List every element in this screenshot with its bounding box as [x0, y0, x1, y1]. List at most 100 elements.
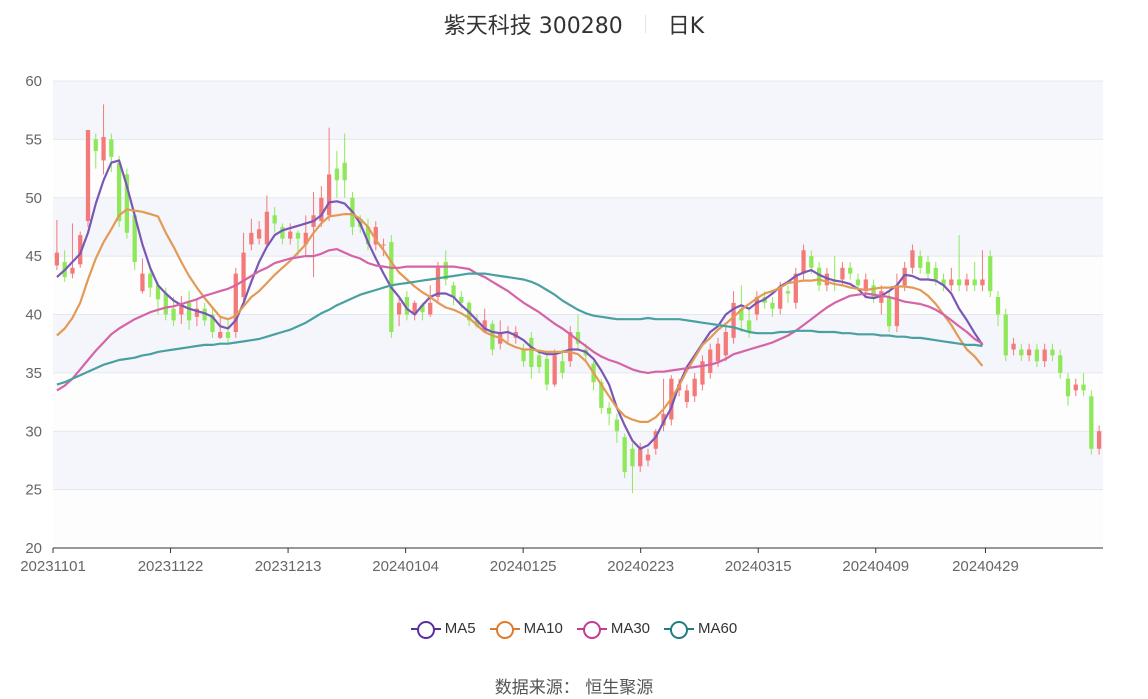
candle-body: [85, 130, 91, 222]
candle-body: [109, 139, 114, 157]
candle-body: [225, 332, 231, 338]
candle-body: [972, 279, 977, 286]
y-tick-label: 40: [25, 307, 42, 324]
x-tick-label: 20231122: [138, 558, 204, 575]
candle-body: [443, 261, 448, 280]
candle-body: [295, 232, 301, 239]
ma-line-ma10: [56, 208, 984, 423]
candle-body: [988, 256, 993, 292]
candle-body: [171, 308, 176, 321]
candle-body: [326, 174, 332, 216]
x-tick-label: 20240315: [725, 558, 792, 575]
chart-title: 紫天科技 300280 日K: [0, 8, 1148, 40]
legend-label: MA30: [610, 620, 651, 637]
candle-body: [560, 361, 565, 373]
candle-body: [210, 314, 215, 333]
candle-body: [879, 291, 884, 303]
legend-label: MA5: [444, 620, 476, 637]
candle-body: [218, 332, 223, 338]
data-source: 数据来源： 恒生聚源: [494, 678, 654, 698]
candle-body: [568, 332, 573, 362]
candle-body: [1065, 378, 1071, 397]
candle-body: [1019, 349, 1024, 356]
candle-body: [661, 413, 666, 426]
x-axis: 20231101 20231122 20231213 20240104 20240125…: [20, 547, 1103, 575]
candle-body: [179, 302, 184, 315]
candle-body: [552, 355, 557, 385]
candle-body: [1034, 349, 1040, 362]
candle-body: [93, 139, 98, 152]
candle-body: [319, 197, 324, 222]
moving-average-lines: [56, 159, 984, 450]
candle-body: [521, 349, 526, 362]
candle-body: [980, 279, 985, 286]
candle-body: [614, 419, 620, 432]
candle-body: [365, 226, 371, 245]
legend-item-ma60[interactable]: MA60: [664, 620, 738, 639]
candle-body: [124, 174, 130, 233]
legend-label: MA60: [698, 620, 738, 637]
candle-body: [459, 296, 464, 303]
y-tick-label: 20: [25, 540, 42, 557]
candle-body: [404, 296, 410, 315]
x-tick-label: 20240125: [490, 558, 557, 575]
candle-body: [1073, 384, 1078, 391]
candle-body: [202, 308, 207, 321]
candle-body: [840, 267, 845, 280]
x-tick-label: 20240409: [842, 558, 909, 575]
y-tick-label: 30: [25, 423, 42, 440]
candle-body: [622, 437, 627, 473]
candle-body: [1089, 396, 1094, 449]
title-separator: [644, 15, 646, 33]
candle-body: [731, 302, 736, 338]
legend-item-ma5[interactable]: MA5: [410, 620, 476, 639]
candle-body: [1096, 431, 1102, 449]
candle-body: [256, 229, 262, 239]
candle-body: [420, 305, 425, 313]
candle-body: [653, 431, 658, 449]
candle-body: [163, 293, 168, 315]
legend: MA5 MA10 MA30 MA60: [0, 620, 1148, 639]
candle-body: [708, 349, 713, 373]
candle-body: [645, 454, 651, 461]
candle-body: [684, 390, 690, 403]
candle-body: [809, 256, 814, 268]
candle-body: [186, 302, 192, 321]
legend-label: MA10: [523, 620, 563, 637]
candle-body: [148, 273, 153, 288]
candle-body: [1058, 355, 1063, 373]
candle-body: [288, 231, 293, 239]
candle-body: [801, 250, 806, 274]
stock-title: 紫天科技 300280: [443, 14, 623, 39]
candle-body: [949, 279, 954, 286]
x-tick-label: 20231213: [255, 558, 322, 575]
y-tick-label: 45: [25, 248, 42, 265]
candle-body: [101, 137, 106, 161]
legend-marker-icon: [489, 620, 520, 639]
candle-body: [848, 267, 853, 274]
legend-item-ma10[interactable]: MA10: [489, 620, 563, 639]
candle-body: [1003, 314, 1008, 356]
legend-item-ma30[interactable]: MA30: [576, 620, 651, 639]
candle-body: [894, 285, 900, 327]
candle-body: [715, 343, 721, 362]
candle-body: [451, 285, 456, 297]
y-tick-label: 50: [25, 190, 42, 207]
x-tick-label: 20240429: [952, 558, 1019, 575]
candle-body: [264, 211, 270, 245]
candle-body: [474, 320, 480, 327]
legend-marker-icon: [410, 620, 441, 639]
x-tick-label: 20231101: [20, 558, 86, 575]
candle-body: [723, 332, 728, 356]
candle-body: [793, 273, 798, 303]
grid-bands: [53, 80, 1103, 549]
candle-body: [342, 162, 347, 181]
candle-body: [995, 296, 1001, 315]
candle-body: [606, 407, 612, 414]
candle-body: [941, 279, 946, 286]
candle-body: [871, 285, 876, 297]
y-tick-label: 60: [25, 73, 42, 90]
candle-body: [925, 261, 931, 274]
candle-body: [381, 244, 386, 246]
